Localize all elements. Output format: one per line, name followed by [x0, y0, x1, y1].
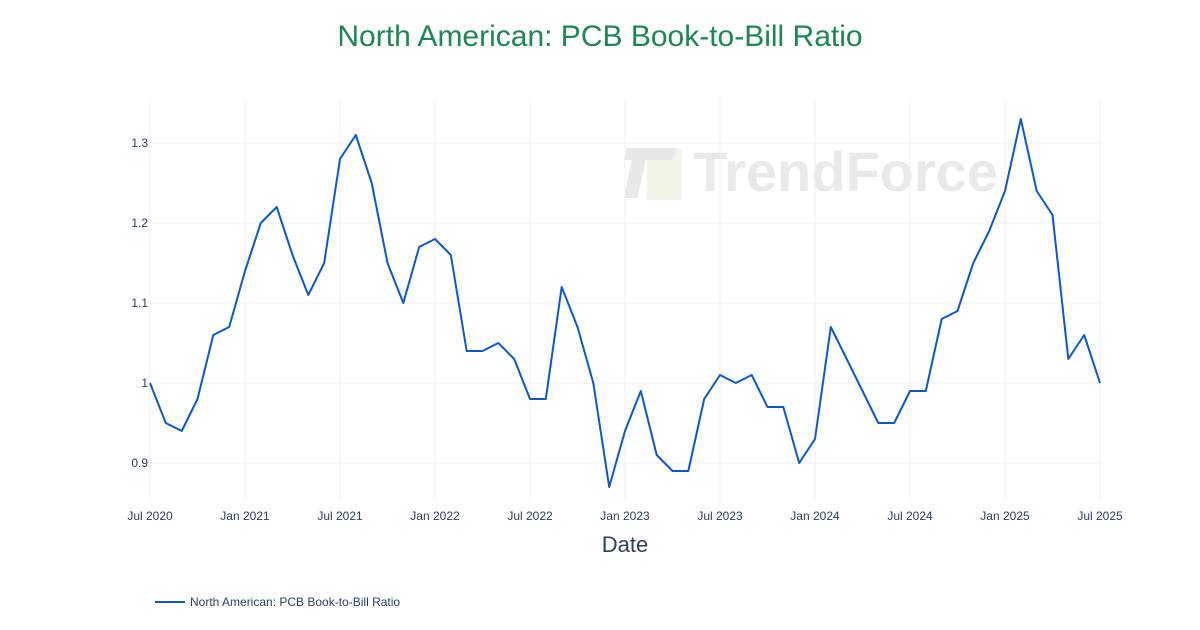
x-tick-label: Jan 2022 — [410, 509, 460, 523]
data-line-series[interactable] — [149, 118, 1101, 488]
x-tick-label: Jan 2023 — [600, 509, 650, 523]
trendforce-logo-icon — [623, 144, 683, 200]
trendforce-watermark: TrendForce — [623, 140, 998, 203]
x-tick-label: Jul 2025 — [1077, 509, 1123, 523]
y-tick-label: 0.9 — [131, 456, 148, 470]
legend-label: North American: PCB Book-to-Bill Ratio — [190, 595, 401, 609]
x-tick-label: Jul 2020 — [127, 509, 173, 523]
legend-item[interactable]: North American: PCB Book-to-Bill Ratio — [155, 595, 400, 609]
x-tick-label: Jul 2022 — [507, 509, 553, 523]
x-tick-label: Jul 2024 — [887, 509, 933, 523]
x-axis-ticks: Jul 2020 Jan 2021 Jul 2021 Jan 2022 Jul 2022… — [127, 509, 1123, 523]
y-tick-label: 1.3 — [131, 136, 148, 150]
x-tick-label: Jan 2025 — [980, 509, 1030, 523]
y-axis-ticks: 0.9 1 1.1 1.2 1.3 — [131, 136, 148, 470]
y-tick-label: 1.2 — [131, 216, 148, 230]
y-tick-label: 1.1 — [131, 296, 148, 310]
x-tick-label: Jul 2021 — [317, 509, 363, 523]
x-tick-label: Jan 2021 — [220, 509, 270, 523]
x-axis-title: Date — [601, 532, 649, 557]
y-tick-label: 1 — [141, 376, 148, 390]
grid-lines — [149, 100, 1101, 500]
chart-title: North American: PCB Book-to-Bill Ratio — [337, 20, 863, 53]
x-tick-label: Jan 2024 — [790, 509, 840, 523]
legend-line-swatch-icon — [155, 601, 185, 603]
x-tick-label: Jul 2023 — [697, 509, 743, 523]
watermark-text: TrendForce — [693, 140, 998, 203]
